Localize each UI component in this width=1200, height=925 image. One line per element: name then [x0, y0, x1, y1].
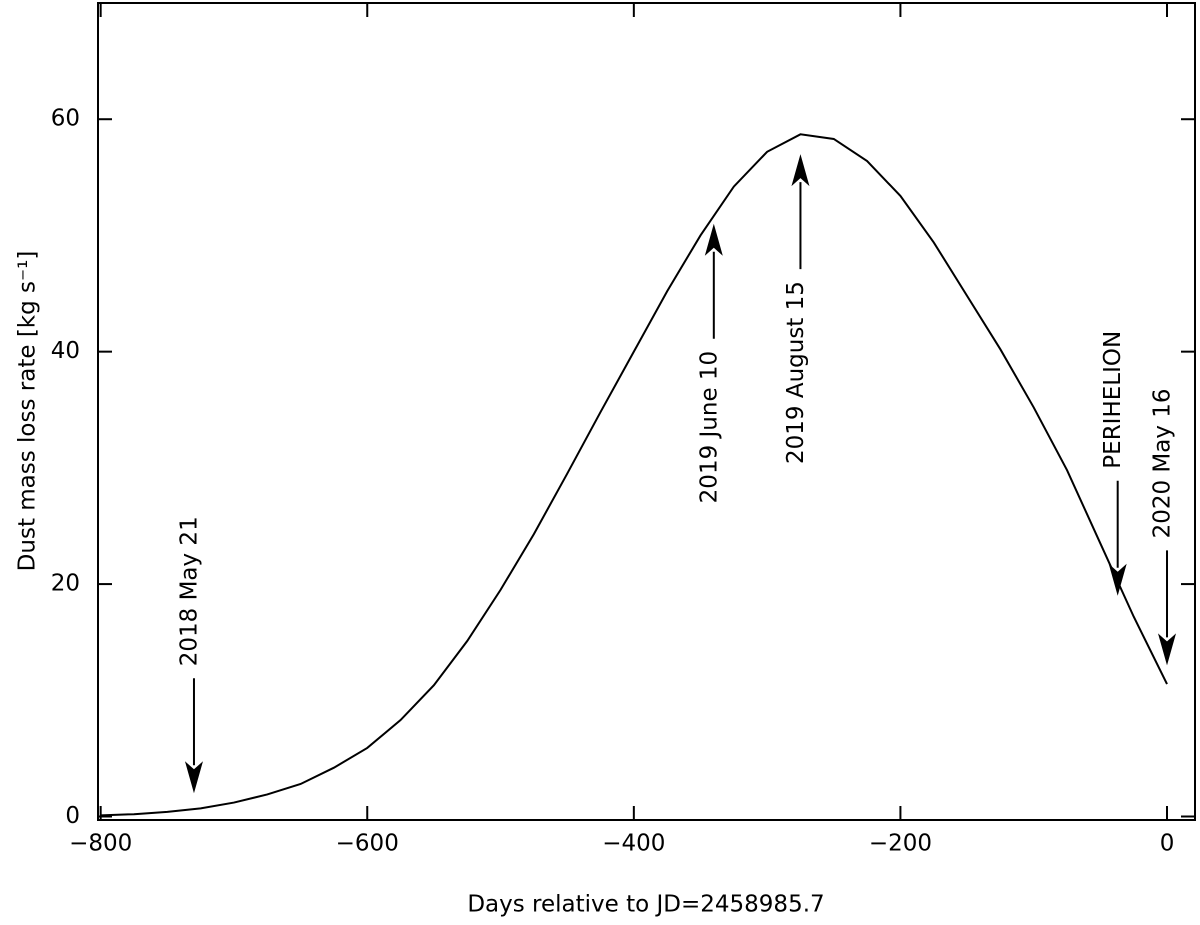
annotation-label: 2019 June 10: [696, 351, 722, 504]
x-tick-label: −200: [869, 831, 932, 857]
y-tick-label: 40: [51, 338, 80, 364]
annotation-arrow-head: [184, 761, 203, 794]
annotation-arrow-head: [791, 154, 810, 187]
annotation-arrow-head: [1158, 633, 1177, 666]
x-tick-label: 0: [1160, 831, 1175, 857]
annotation-label: 2018 May 21: [176, 516, 202, 666]
y-axis-label: Dust mass loss rate [kg s⁻¹]: [15, 251, 41, 572]
data-line: [100, 133, 1168, 817]
y-tick-label: 20: [51, 571, 80, 597]
x-tick-label: −600: [336, 831, 399, 857]
annotation-arrow-head: [704, 223, 723, 256]
annotation-label: PERIHELION: [1100, 331, 1126, 469]
x-tick-label: −400: [602, 831, 665, 857]
annotation-label: 2020 May 16: [1150, 388, 1176, 538]
annotation-arrow-head: [1108, 563, 1127, 596]
x-tick-label: −800: [69, 831, 132, 857]
annotation-label: 2019 August 15: [783, 281, 809, 464]
plot-frame: [97, 2, 1196, 821]
x-axis-label: Days relative to JD=2458985.7: [467, 892, 824, 918]
y-tick-label: 0: [65, 803, 80, 829]
y-tick-label: 60: [51, 106, 80, 132]
